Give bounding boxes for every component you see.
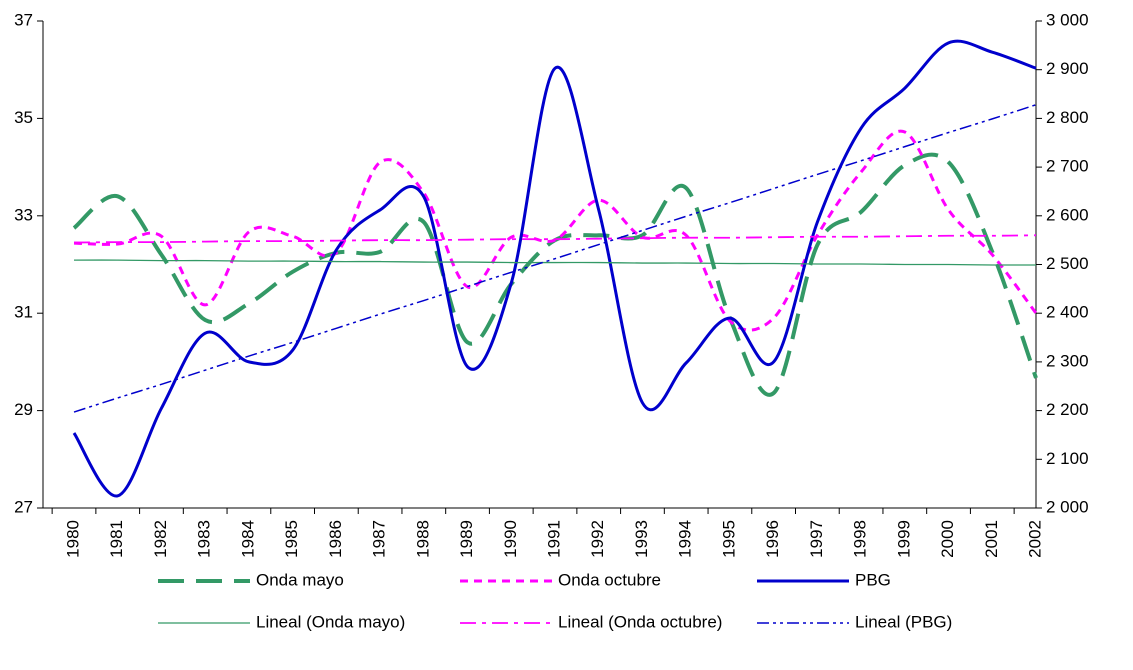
y2-tick-label: 3 000 <box>1046 10 1089 29</box>
series-line <box>73 234 1037 244</box>
series-line <box>73 129 1038 332</box>
legend-label: PBG <box>855 570 891 589</box>
legend-label: Onda octubre <box>558 570 661 589</box>
x-tick-label: 1989 <box>457 520 476 558</box>
x-tick-label: 1997 <box>807 520 826 558</box>
x-tick-label: 1995 <box>719 520 738 558</box>
y2-tick-label: 2 300 <box>1046 351 1089 370</box>
x-tick-label: 1985 <box>282 520 301 558</box>
y2-tick-label: 2 200 <box>1046 400 1089 419</box>
x-tick-label: 1998 <box>851 520 870 558</box>
x-tick-label: 1994 <box>676 520 695 558</box>
x-tick-label: 1987 <box>370 520 389 558</box>
series-line <box>72 39 1037 498</box>
y2-tick-label: 2 600 <box>1046 205 1089 224</box>
x-tick-label: 1990 <box>501 520 520 558</box>
y2-tick-label: 2 800 <box>1046 108 1089 127</box>
x-tick-label: 2000 <box>938 520 957 558</box>
y-tick-label: 33 <box>14 205 33 224</box>
y2-tick-label: 2 000 <box>1046 497 1089 516</box>
y-tick-label: 31 <box>14 303 33 322</box>
legend-label: Lineal (Onda mayo) <box>256 612 405 631</box>
y2-tick-label: 2 900 <box>1046 59 1089 78</box>
x-tick-label: 1982 <box>151 520 170 558</box>
x-tick-label: 1984 <box>238 520 257 558</box>
y-tick-label: 35 <box>14 108 33 127</box>
x-tick-label: 2001 <box>982 520 1001 558</box>
x-tick-label: 1996 <box>763 520 782 558</box>
x-tick-label: 1993 <box>632 520 651 558</box>
x-tick-label: 1999 <box>894 520 913 558</box>
series-line <box>73 259 1037 266</box>
y2-tick-label: 2 400 <box>1046 303 1089 322</box>
x-tick-label: 1991 <box>544 520 563 558</box>
y-tick-label: 27 <box>14 497 33 516</box>
legend-label: Lineal (PBG) <box>855 612 952 631</box>
y2-tick-label: 2 700 <box>1046 157 1089 176</box>
x-tick-label: 2002 <box>1025 520 1044 558</box>
legend-label: Lineal (Onda octubre) <box>558 612 722 631</box>
y2-tick-label: 2 100 <box>1046 449 1089 468</box>
series-line <box>72 152 1038 397</box>
x-tick-label: 1992 <box>588 520 607 558</box>
series-line <box>73 104 1037 413</box>
x-tick-label: 1988 <box>413 520 432 558</box>
legend-label: Onda mayo <box>256 570 344 589</box>
x-tick-label: 1983 <box>195 520 214 558</box>
x-tick-label: 1980 <box>63 520 82 558</box>
y-tick-label: 37 <box>14 10 33 29</box>
y2-tick-label: 2 500 <box>1046 254 1089 273</box>
x-tick-label: 1981 <box>107 520 126 558</box>
x-tick-label: 1986 <box>326 520 345 558</box>
y-tick-label: 29 <box>14 400 33 419</box>
